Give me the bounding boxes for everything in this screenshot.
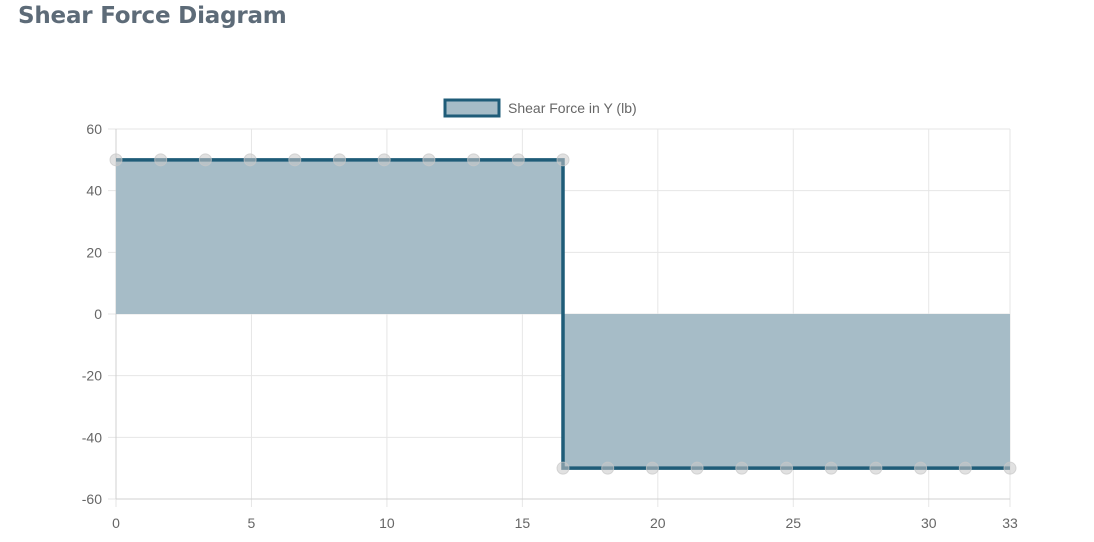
x-tick-label: 20: [650, 515, 666, 531]
data-point[interactable]: [333, 153, 346, 167]
series-path: [116, 158, 1010, 470]
x-tick-label: 25: [785, 515, 801, 531]
legend[interactable]: Shear Force in Y (lb): [443, 98, 637, 118]
data-points: [109, 153, 1017, 475]
data-point[interactable]: [109, 153, 123, 167]
data-point[interactable]: [377, 153, 391, 167]
x-axis-ticks: 0 5 10 15 20 25 30 33: [112, 515, 1018, 531]
data-point[interactable]: [1003, 461, 1017, 475]
data-point[interactable]: [824, 461, 838, 475]
data-point[interactable]: [556, 461, 570, 475]
legend-label: Shear Force in Y (lb): [508, 100, 637, 116]
data-point[interactable]: [556, 153, 570, 167]
y-axis-ticks: 60 40 20 0 -20 -40 -60: [82, 121, 102, 507]
data-point[interactable]: [422, 153, 436, 167]
x-tick-label: 10: [379, 515, 395, 531]
legend-swatch[interactable]: [443, 98, 501, 118]
data-point[interactable]: [735, 461, 749, 475]
y-tick-label: 60: [86, 121, 102, 137]
x-tick-label: 15: [515, 515, 531, 531]
data-point[interactable]: [601, 461, 615, 475]
data-point[interactable]: [690, 461, 704, 475]
data-point[interactable]: [243, 153, 257, 167]
data-point[interactable]: [288, 153, 302, 167]
x-tick-label: 30: [921, 515, 937, 531]
x-tick-label: 33: [1002, 515, 1018, 531]
y-tick-label: 40: [86, 183, 102, 199]
y-tick-label: -20: [82, 368, 102, 384]
y-tick-label: -60: [82, 491, 102, 507]
y-tick-label: 20: [86, 244, 102, 260]
x-tick-label: 0: [112, 515, 120, 531]
data-point[interactable]: [780, 461, 793, 475]
page-title: Shear Force Diagram: [18, 3, 287, 29]
y-tick-label: 0: [94, 306, 102, 322]
y-tick-label: -40: [82, 429, 102, 445]
data-point[interactable]: [154, 153, 168, 167]
data-point[interactable]: [958, 461, 972, 475]
series-line: [116, 158, 1010, 470]
data-point[interactable]: [869, 461, 883, 475]
data-point[interactable]: [645, 461, 659, 475]
data-point[interactable]: [198, 153, 212, 167]
data-point[interactable]: [511, 153, 525, 167]
data-point[interactable]: [914, 461, 928, 475]
x-tick-label: 5: [248, 515, 256, 531]
data-point[interactable]: [467, 153, 481, 167]
